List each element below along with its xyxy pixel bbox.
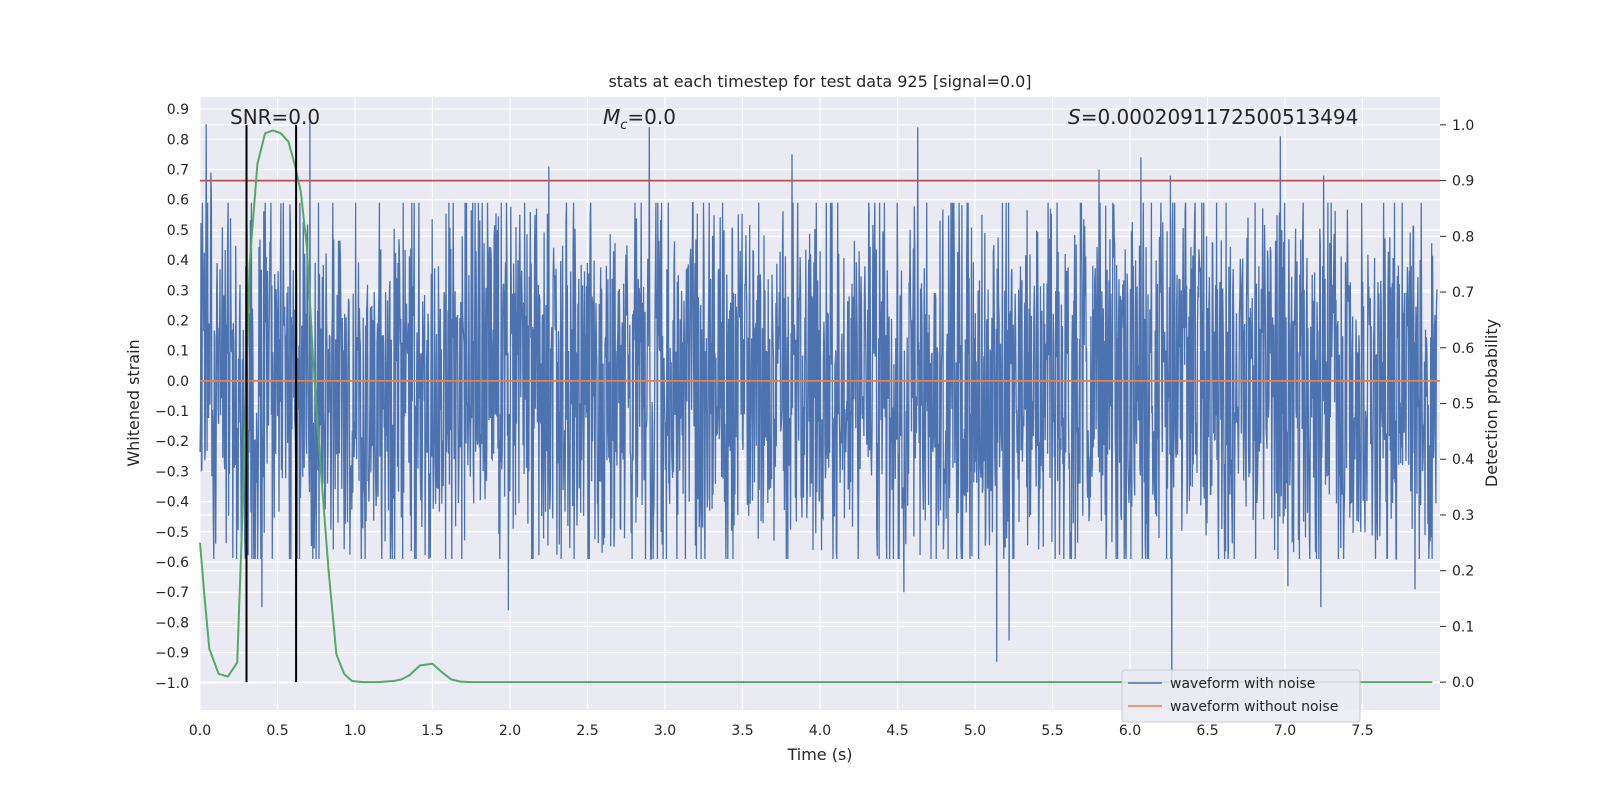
x-tick-label: 5.5: [1041, 723, 1063, 739]
mc-symbol: M: [603, 105, 620, 129]
x-tick-label: 0.0: [189, 723, 211, 739]
y-tick-label: −0.4: [155, 495, 189, 511]
y-tick-label: 0.4: [167, 253, 189, 269]
series-detection-probability: [199, 129, 1433, 684]
y-axis-label: Whitened strain: [124, 339, 143, 466]
mc-value: =0.0: [627, 105, 676, 129]
x-tick-label: 4.0: [809, 723, 831, 739]
s-symbol: S: [1068, 105, 1081, 129]
x-axis-label: Time (s): [786, 745, 852, 764]
y-axis-ticks: 0.9 0.8 0.7 0.6 0.5 0.4 0.3 0.2 0.1 0.0 −0.1 −0.2 −0…: [155, 102, 189, 692]
y2-axis-label: Detection probability: [1482, 319, 1501, 487]
noise-waveform-path: [199, 121, 1438, 683]
s-value: =0.0002091172500513494: [1081, 105, 1359, 129]
y-tick-label: 0.8: [167, 132, 189, 148]
y2-tick-label: 0.9: [1452, 174, 1474, 190]
y-tick-label: −0.9: [155, 646, 189, 662]
x-tick-label: 7.0: [1274, 723, 1296, 739]
y-tick-label: 0.7: [167, 162, 189, 178]
y-tick-label: 0.3: [167, 283, 189, 299]
y-tick-label: 0.1: [167, 344, 189, 360]
y2-tick-label: 0.5: [1452, 397, 1474, 413]
y-tick-label: −0.1: [155, 404, 189, 420]
x-tick-label: 3.0: [654, 723, 676, 739]
y-tick-label: 0.2: [167, 313, 189, 329]
legend: waveform with noise waveform without noi…: [1121, 669, 1361, 723]
y2-axis-ticks: 1.0 0.9 0.8 0.7 0.6 0.5 0.4 0.3 0.2 0.1 0.0: [1440, 118, 1474, 691]
y-tick-label: −0.8: [155, 615, 189, 631]
x-tick-label: 5.0: [964, 723, 986, 739]
legend-label-clean: waveform without noise: [1170, 699, 1338, 715]
y-tick-label: 0.6: [167, 193, 189, 209]
x-tick-label: 1.5: [421, 723, 443, 739]
s-annotation: S=0.0002091172500513494: [1068, 105, 1358, 129]
x-tick-label: 6.5: [1196, 723, 1218, 739]
y2-tick-label: 0.3: [1452, 508, 1474, 524]
legend-box: [1121, 669, 1361, 723]
marker-lines: [245, 124, 298, 683]
series-waveform-with-noise: [199, 121, 1438, 683]
legend-label-noise: waveform with noise: [1170, 676, 1315, 692]
y2-tick-label: 0.8: [1452, 229, 1474, 245]
x-tick-label: 3.5: [731, 723, 753, 739]
chart-title: stats at each timestep for test data 925…: [608, 72, 1031, 91]
y-tick-label: 0.9: [167, 102, 189, 118]
probability-path: [199, 129, 1433, 684]
y2-tick-label: 1.0: [1452, 118, 1474, 134]
y2-tick-label: 0.2: [1452, 564, 1474, 580]
y-tick-label: 0.0: [167, 374, 189, 390]
x-tick-label: 2.0: [499, 723, 521, 739]
x-tick-label: 4.5: [886, 723, 908, 739]
y2-tick-label: 0.6: [1452, 341, 1474, 357]
y2-tick-label: 0.1: [1452, 619, 1474, 635]
mc-annotation: Mc=0.0: [603, 105, 676, 133]
y-tick-label: −0.2: [155, 434, 189, 450]
x-tick-label: 7.5: [1351, 723, 1373, 739]
y2-tick-label: 0.4: [1452, 452, 1474, 468]
x-axis-ticks: 0.0 0.5 1.0 1.5 2.0 2.5 3.0 3.5 4.0 4.5 5.0 5.5 6.0 6…: [189, 723, 1374, 739]
y-tick-label: −0.6: [155, 555, 189, 571]
x-tick-label: 0.5: [266, 723, 288, 739]
x-tick-label: 6.0: [1119, 723, 1141, 739]
y-tick-label: −0.7: [155, 585, 189, 601]
y2-tick-label: 0.0: [1452, 675, 1474, 691]
x-tick-label: 1.0: [344, 723, 366, 739]
y-tick-label: 0.5: [167, 223, 189, 239]
x-tick-label: 2.5: [576, 723, 598, 739]
snr-annotation: SNR=0.0: [230, 105, 320, 129]
y-tick-label: −1.0: [155, 676, 189, 692]
y-tick-label: −0.3: [155, 464, 189, 480]
mc-subscript: c: [620, 118, 627, 133]
y2-tick-label: 0.7: [1452, 285, 1474, 301]
y-tick-label: −0.5: [155, 525, 189, 541]
